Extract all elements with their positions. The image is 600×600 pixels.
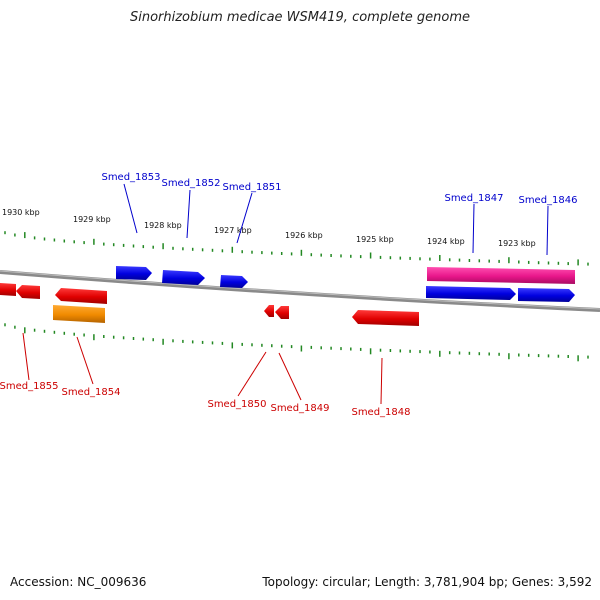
scale-label: 1929 kbp: [73, 215, 111, 224]
gene-arrow[interactable]: [162, 270, 205, 285]
gene-label[interactable]: Smed_1848: [351, 407, 410, 418]
gene-label[interactable]: Smed_1852: [161, 178, 220, 189]
gene-label[interactable]: Smed_1855: [0, 381, 59, 392]
reverse-genes: [0, 283, 419, 326]
scale-label: 1923 kbp: [498, 239, 536, 248]
gene-leader-line: [123, 183, 138, 234]
gene-arrow[interactable]: [264, 305, 274, 317]
gene-label[interactable]: Smed_1849: [270, 403, 329, 414]
gene-leader-line: [472, 203, 475, 254]
gene-arrow[interactable]: [426, 286, 516, 300]
gene-label[interactable]: Smed_1851: [222, 182, 281, 193]
gene-leader-line: [278, 352, 302, 401]
scale-label: 1925 kbp: [356, 235, 394, 244]
gene-leader-line: [22, 332, 30, 381]
gene-label[interactable]: Smed_1847: [444, 193, 503, 204]
forward-genes: [116, 266, 575, 302]
gene-arrow-highlight[interactable]: [427, 267, 575, 284]
gene-arrow[interactable]: [16, 285, 40, 299]
gene-label[interactable]: Smed_1853: [101, 172, 160, 183]
gene-arrow[interactable]: [55, 288, 107, 304]
gene-label[interactable]: Smed_1846: [518, 195, 577, 206]
gene-leader-line: [76, 336, 94, 385]
gene-arrow[interactable]: [518, 288, 575, 302]
title: Sinorhizobium medicae WSM419, complete g…: [129, 10, 471, 25]
gene-arrow[interactable]: [220, 275, 248, 288]
gene-label[interactable]: Smed_1850: [207, 399, 266, 410]
accession-label: Accession: NC_009636: [10, 575, 147, 589]
scale-label: 1924 kbp: [427, 237, 465, 246]
gene-label[interactable]: Smed_1854: [61, 387, 120, 398]
scale-label: 1928 kbp: [144, 221, 182, 230]
genome-axis-highlight: [0, 270, 600, 310]
genome-summary: Topology: circular; Length: 3,781,904 bp…: [262, 575, 592, 589]
gene-leader-line: [236, 192, 253, 244]
gene-leader-line: [380, 357, 383, 405]
gene-arrow-rna[interactable]: [53, 305, 105, 323]
gene-arrow[interactable]: [0, 283, 16, 296]
gene-leader-line: [186, 189, 191, 239]
scale-label: 1926 kbp: [285, 231, 323, 240]
genome-axis: [0, 270, 600, 312]
scale-label: 1927 kbp: [214, 226, 252, 235]
gene-arrow[interactable]: [275, 306, 289, 319]
scale-ticks-bottom: [4, 323, 589, 362]
gene-leader-line: [546, 205, 549, 256]
gene-arrow[interactable]: [352, 310, 419, 326]
scale-label: 1930 kbp: [2, 208, 40, 217]
gene-leader-line: [237, 351, 267, 397]
gene-arrow[interactable]: [116, 266, 152, 280]
scale-ticks-top: [4, 231, 589, 266]
